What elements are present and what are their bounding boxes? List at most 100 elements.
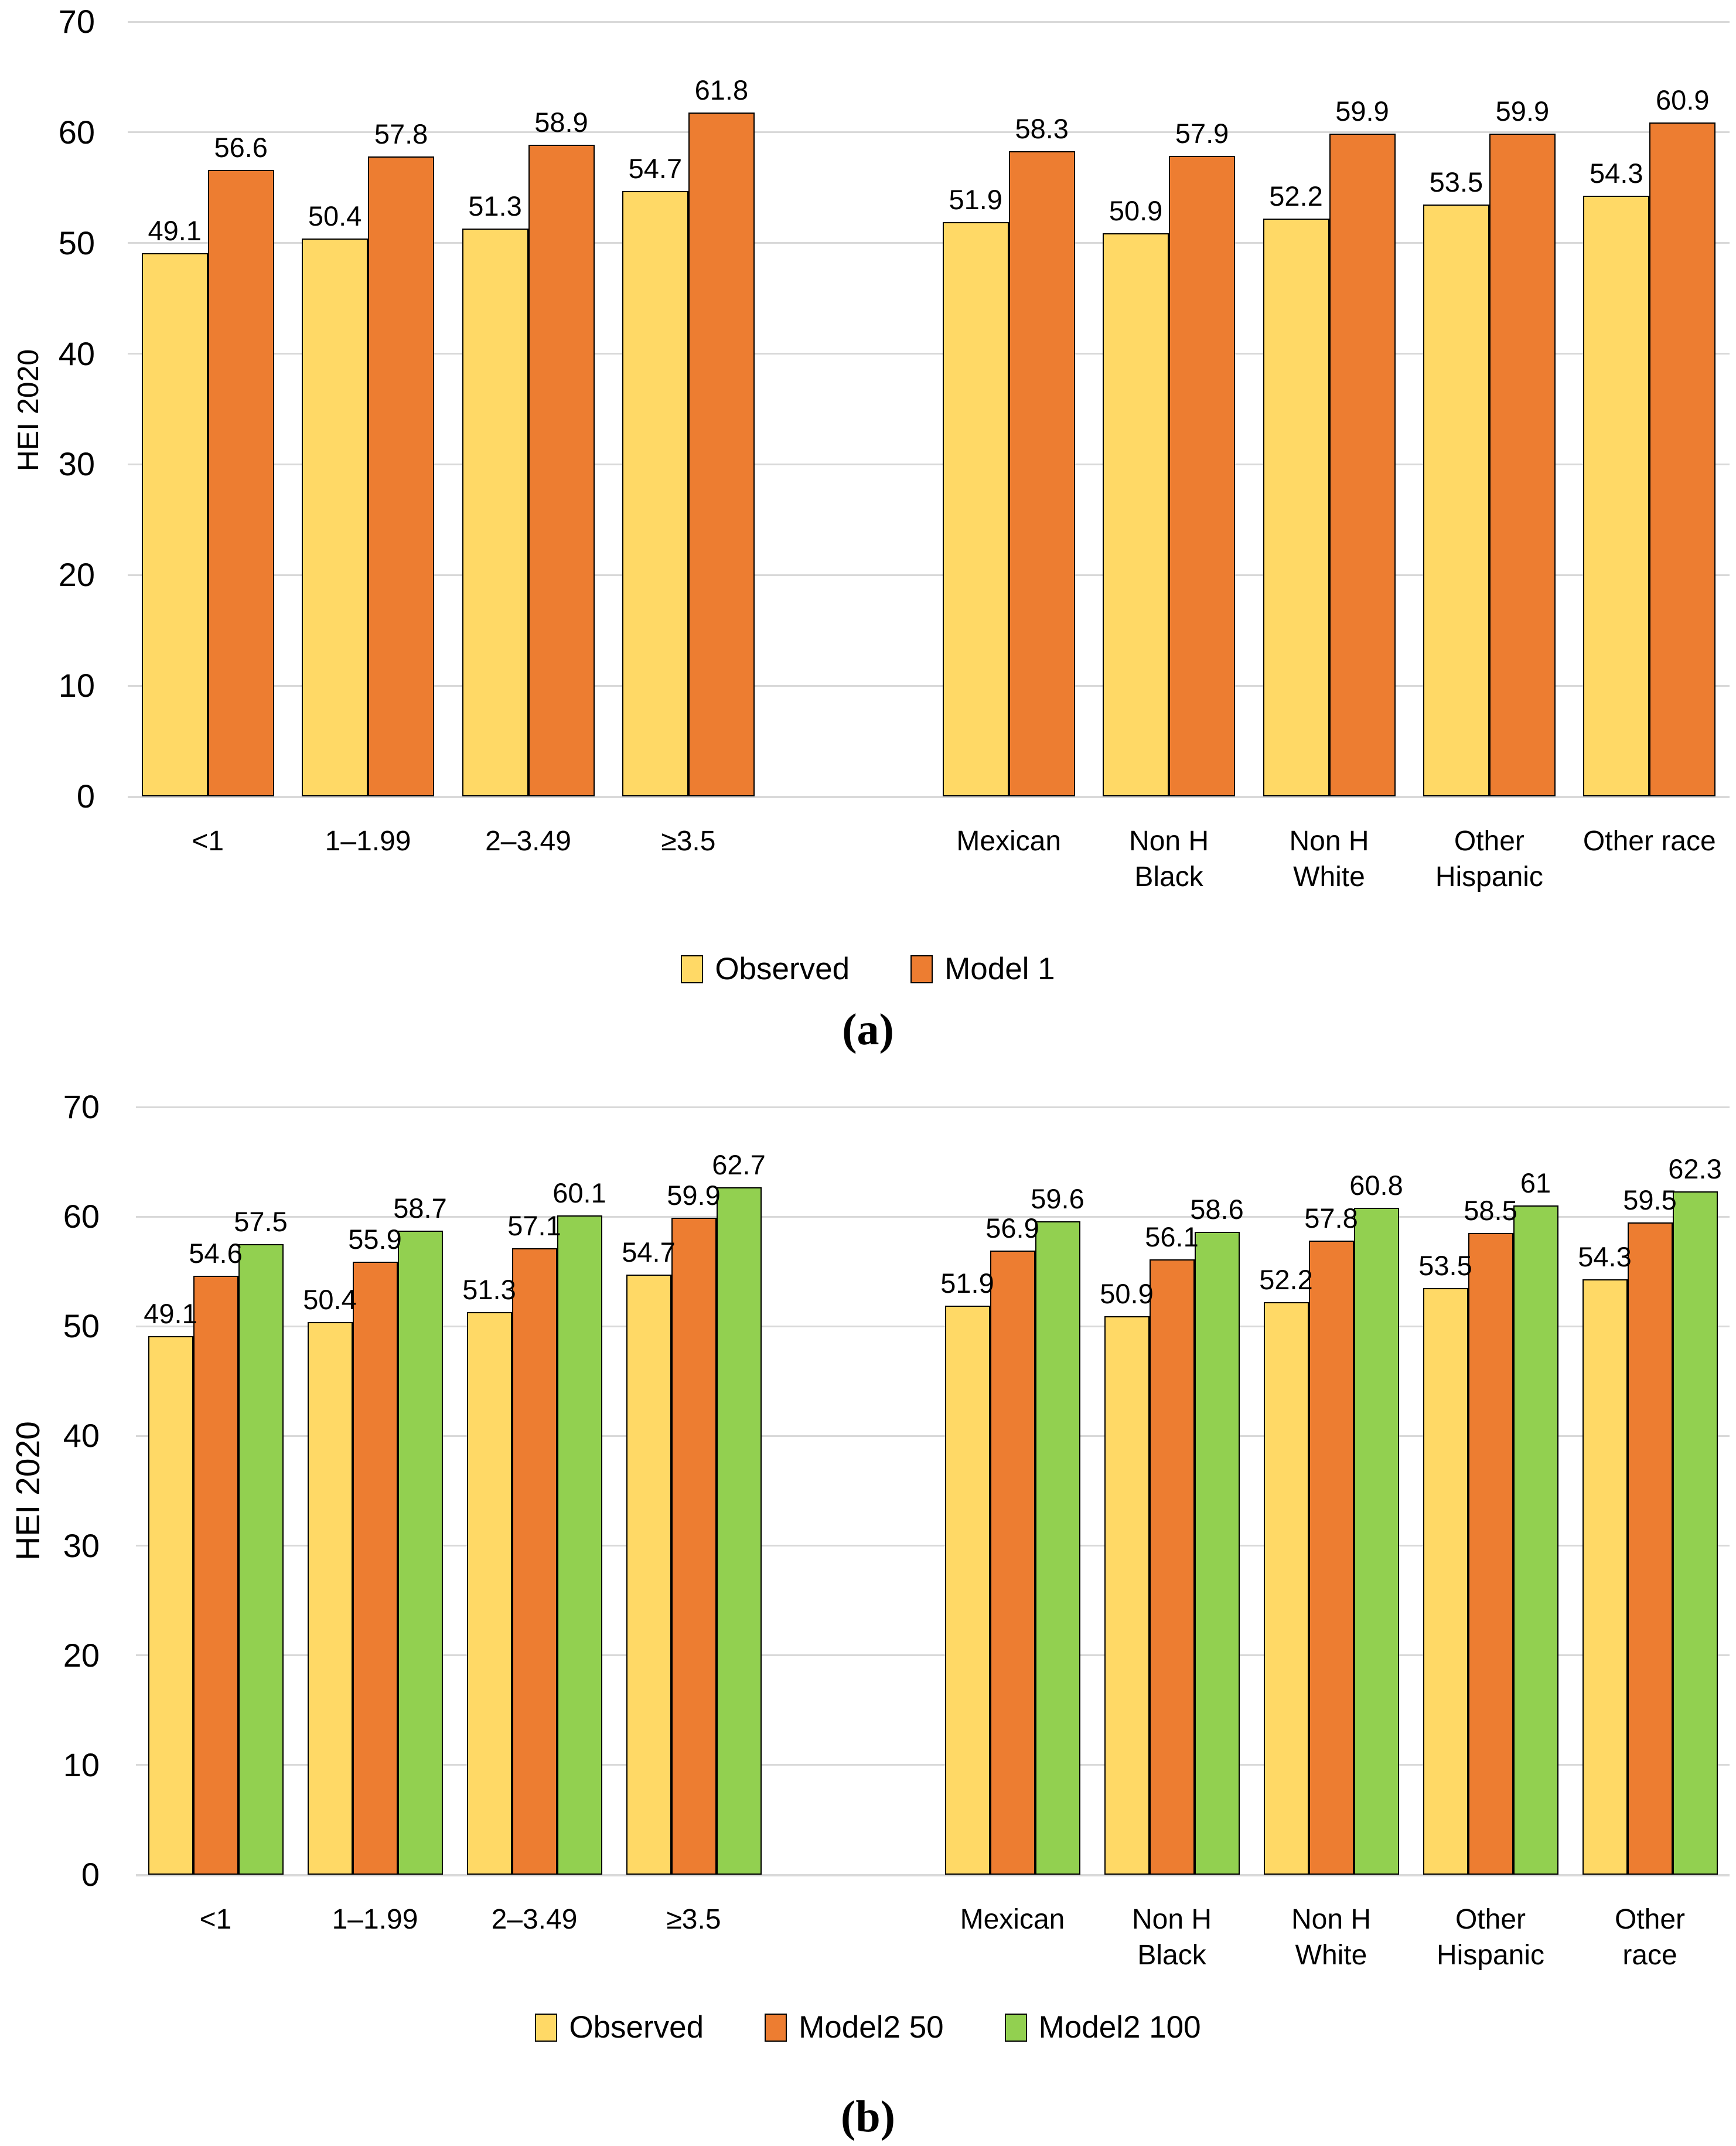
bar: [626, 1275, 671, 1875]
y-tick-label: 60: [58, 113, 95, 151]
gridline: [136, 1325, 1730, 1327]
bar: [1035, 1221, 1080, 1875]
bar-value-label: 61.8: [694, 74, 749, 105]
bar: [1263, 219, 1329, 796]
bar-value-label: 53.5: [1418, 1249, 1472, 1281]
bar-value-label: 54.7: [628, 152, 683, 184]
bar-value-label: 57.8: [1304, 1203, 1358, 1234]
bar-value-label: 60.1: [552, 1177, 606, 1209]
legend-swatch: [535, 2014, 558, 2042]
bar-value-label: 58.5: [1464, 1195, 1517, 1227]
x-category-label: 2–3.49: [485, 826, 571, 857]
bar-value-label: 55.9: [348, 1223, 402, 1255]
bar-value-label: 54.3: [1578, 1241, 1632, 1272]
legend-swatch: [910, 955, 933, 983]
bar: [1423, 1287, 1468, 1875]
bar: [622, 190, 688, 796]
x-category-label: Other race: [1614, 1904, 1686, 1971]
bar: [990, 1251, 1035, 1875]
y-tick-label: 30: [58, 445, 95, 483]
y-tick-label: 70: [58, 3, 95, 40]
y-tick-label: 0: [81, 1856, 100, 1893]
bar-value-label: 51.9: [940, 1267, 994, 1299]
y-tick-label: 70: [63, 1088, 100, 1125]
x-category-label: ≥3.5: [666, 1904, 721, 1935]
y-tick-label: 50: [58, 224, 95, 261]
bar-value-label: 54.6: [189, 1238, 243, 1269]
bar-value-label: 62.7: [712, 1149, 766, 1180]
bar-value-label: 58.7: [393, 1193, 447, 1224]
gridline: [136, 1215, 1730, 1218]
bar: [1104, 1316, 1150, 1875]
gridline: [128, 242, 1730, 244]
bar: [1103, 233, 1169, 796]
x-category-label: Mexican: [956, 826, 1062, 857]
bar-value-label: 49.1: [144, 1298, 197, 1330]
bar: [148, 1336, 193, 1875]
x-category-label: 1–1.99: [325, 826, 411, 857]
bar: [466, 1312, 512, 1875]
gridline: [136, 1435, 1730, 1437]
bar: [1169, 155, 1236, 796]
bar-value-label: 56.9: [985, 1212, 1039, 1244]
legend-item: Model 1: [910, 952, 1055, 987]
x-category-label: Other Hispanic: [1435, 826, 1543, 893]
bar-value-label: 51.3: [462, 1273, 516, 1305]
legend-label: Observed: [715, 952, 850, 986]
x-category-label: <1: [199, 1904, 232, 1935]
bar: [1423, 204, 1489, 796]
bar: [1582, 1279, 1628, 1875]
chart-caption-a: (a): [842, 1005, 894, 1054]
bar: [207, 170, 274, 796]
bar-value-label: 54.3: [1590, 157, 1643, 189]
x-category-label: Other Hispanic: [1436, 1904, 1545, 1971]
y-tick-label: 30: [63, 1527, 100, 1564]
x-category-label: Non H White: [1289, 826, 1369, 893]
gridline: [136, 1654, 1730, 1657]
bar: [302, 239, 369, 796]
x-category-label: <1: [192, 826, 224, 857]
bar-value-label: 51.9: [949, 183, 1002, 215]
gridline: [128, 131, 1730, 134]
legend-swatch: [765, 2014, 787, 2042]
bar-value-label: 62.3: [1668, 1153, 1722, 1185]
bar-value-label: 59.9: [667, 1180, 721, 1211]
bar-value-label: 58.9: [534, 106, 588, 138]
bar: [307, 1321, 353, 1875]
chart-caption-b: (b): [841, 2092, 895, 2141]
x-category-label: Non H White: [1291, 1904, 1372, 1971]
bar: [1008, 151, 1075, 796]
bar: [944, 1305, 990, 1875]
bar-value-label: 53.5: [1429, 166, 1483, 197]
bar-value-label: 54.7: [622, 1236, 676, 1268]
bar: [511, 1248, 557, 1875]
bar: [1468, 1233, 1513, 1875]
y-tick-label: 10: [58, 667, 95, 704]
legend-item: Observed: [535, 2010, 704, 2045]
bar-value-label: 56.6: [214, 132, 268, 163]
bar: [1329, 133, 1396, 796]
bar-value-label: 60.9: [1656, 84, 1710, 115]
bar: [397, 1231, 443, 1875]
bar-value-label: 50.4: [303, 1283, 357, 1315]
x-category-label: Other race: [1582, 826, 1716, 857]
bar: [462, 229, 528, 796]
bar: [1353, 1208, 1399, 1875]
legend-swatch: [1004, 2014, 1027, 2042]
gridline: [128, 574, 1730, 576]
bar-value-label: 51.3: [468, 190, 522, 222]
legend-a: Observed Model 1: [0, 945, 1736, 994]
bar: [1672, 1191, 1718, 1875]
legend-label: Observed: [569, 2010, 704, 2045]
bar-value-label: 60.8: [1349, 1170, 1403, 1201]
bar-value-label: 49.1: [148, 214, 202, 246]
bar: [688, 112, 755, 796]
bar: [716, 1187, 762, 1875]
bar-value-label: 59.9: [1335, 95, 1389, 127]
bar-value-label: 57.9: [1175, 117, 1229, 149]
legend-b: Observed Model2 50 Model2 100: [0, 2003, 1736, 2052]
bar-value-label: 61: [1520, 1167, 1551, 1199]
bar-value-label: 59.9: [1495, 95, 1550, 127]
legend-item: Observed: [681, 952, 850, 987]
gridline: [128, 21, 1730, 23]
